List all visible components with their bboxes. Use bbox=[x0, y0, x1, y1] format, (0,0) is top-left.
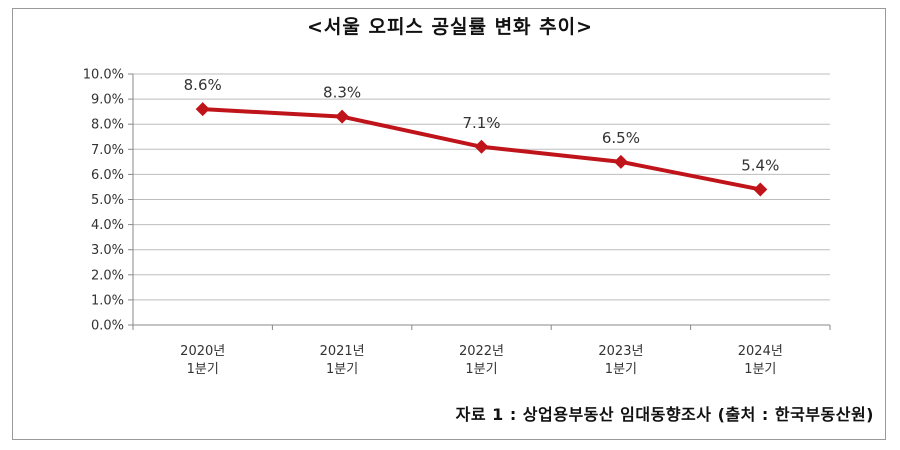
x-tick-label: 1분기 bbox=[605, 362, 637, 377]
x-tick-label: 2021년 bbox=[320, 344, 365, 359]
data-label: 5.4% bbox=[741, 156, 779, 174]
data-label: 6.5% bbox=[602, 129, 640, 147]
y-tick-label: 4.0% bbox=[91, 218, 124, 233]
y-tick-label: 6.0% bbox=[91, 168, 124, 183]
data-point-marker bbox=[335, 109, 350, 124]
x-tick-label: 1분기 bbox=[465, 362, 497, 377]
chart-frame bbox=[12, 8, 886, 440]
x-tick-label: 2024년 bbox=[738, 344, 783, 359]
data-point-marker bbox=[613, 154, 628, 169]
x-tick-label: 1분기 bbox=[744, 362, 776, 377]
x-tick-label: 1분기 bbox=[326, 362, 358, 377]
data-point-marker bbox=[195, 102, 210, 117]
y-tick-label: 5.0% bbox=[91, 193, 124, 208]
data-point-marker bbox=[474, 139, 489, 154]
x-tick-label: 2020년 bbox=[180, 344, 225, 359]
y-tick-label: 8.0% bbox=[91, 118, 124, 133]
y-tick-label: 1.0% bbox=[91, 293, 124, 308]
y-tick-label: 9.0% bbox=[91, 93, 124, 108]
data-label: 8.6% bbox=[184, 76, 222, 94]
y-tick-label: 7.0% bbox=[91, 143, 124, 158]
source-note: 자료 1 : 상업용부동산 임대동향조사 (출처 : 한국부동산원) bbox=[455, 405, 874, 424]
x-tick-label: 1분기 bbox=[187, 362, 219, 377]
chart-title: <서울 오피스 공실률 변화 추이> bbox=[306, 16, 594, 38]
data-label: 8.3% bbox=[323, 84, 361, 102]
y-tick-label: 0.0% bbox=[91, 319, 124, 334]
x-tick-label: 2023년 bbox=[598, 344, 643, 359]
x-tick-label: 2022년 bbox=[459, 344, 504, 359]
y-tick-label: 10.0% bbox=[83, 68, 124, 83]
y-tick-label: 3.0% bbox=[91, 243, 124, 258]
y-tick-label: 2.0% bbox=[91, 268, 124, 283]
data-label: 7.1% bbox=[462, 114, 500, 132]
data-point-marker bbox=[753, 182, 768, 197]
